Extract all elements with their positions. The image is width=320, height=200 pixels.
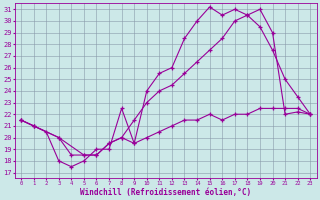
X-axis label: Windchill (Refroidissement éolien,°C): Windchill (Refroidissement éolien,°C) [80, 188, 251, 197]
